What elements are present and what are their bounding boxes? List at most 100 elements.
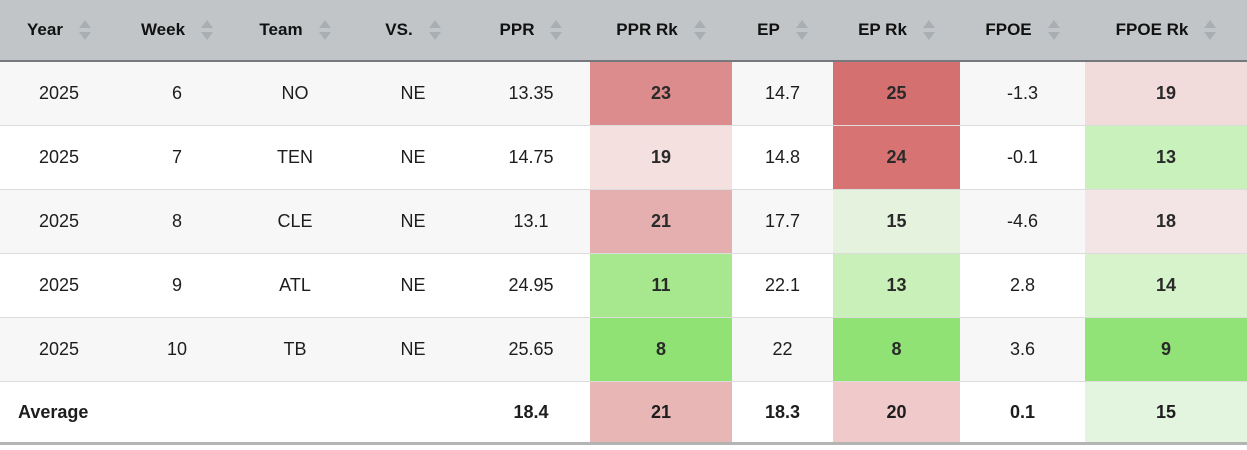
cell-avg-ep-rank: 20: [833, 381, 960, 445]
column-label: EP: [757, 20, 780, 39]
column-label: Year: [27, 20, 63, 39]
sort-desc-icon: [428, 32, 441, 40]
sort-arrows-icon: [201, 20, 214, 40]
sort-asc-icon: [693, 20, 706, 28]
cell-team: TB: [236, 317, 354, 382]
column-label: FPOE: [985, 20, 1032, 39]
cell-ep-rank: 24: [833, 125, 960, 190]
column-header-ppr[interactable]: PPR: [472, 0, 590, 62]
cell-fpoe-rank: 18: [1085, 189, 1247, 254]
sort-arrows-icon: [428, 20, 441, 40]
cell-vs: NE: [354, 253, 472, 318]
table-row: 2025 7 TEN NE 14.75 19 14.8 24 -0.1 13: [0, 125, 1247, 190]
cell-avg-ppr: 18.4: [472, 381, 590, 445]
cell-avg-ep: 18.3: [732, 381, 833, 445]
sort-desc-icon: [201, 32, 214, 40]
cell-ep-rank: 13: [833, 253, 960, 318]
cell-fpoe: 3.6: [960, 317, 1085, 382]
column-header-ppr-rk[interactable]: PPR Rk: [590, 0, 732, 62]
sort-arrows-icon: [318, 20, 331, 40]
cell-team: ATL: [236, 253, 354, 318]
cell-ppr: 14.75: [472, 125, 590, 190]
cell-fpoe-rank: 19: [1085, 61, 1247, 126]
sort-desc-icon: [550, 32, 563, 40]
cell-ep: 14.8: [732, 125, 833, 190]
sort-arrows-icon: [78, 20, 91, 40]
sort-arrows-icon: [693, 20, 706, 40]
column-header-vs[interactable]: VS.: [354, 0, 472, 62]
cell-fpoe-rank: 14: [1085, 253, 1247, 318]
sort-desc-icon: [1047, 32, 1060, 40]
sort-arrows-icon: [922, 20, 935, 40]
cell-team: CLE: [236, 189, 354, 254]
column-label: EP Rk: [858, 20, 907, 39]
cell-avg-ppr-rank: 21: [590, 381, 732, 445]
cell-avg-fpoe: 0.1: [960, 381, 1085, 445]
cell-week: 6: [118, 61, 236, 126]
cell-fpoe: -0.1: [960, 125, 1085, 190]
cell-ppr: 13.35: [472, 61, 590, 126]
column-header-fpoe[interactable]: FPOE: [960, 0, 1085, 62]
header-row: Year Week Team VS. PPR PPR Rk EP EP Rk F…: [0, 0, 1247, 62]
sort-desc-icon: [795, 32, 808, 40]
column-header-week[interactable]: Week: [118, 0, 236, 62]
sort-asc-icon: [1047, 20, 1060, 28]
table-header: Year Week Team VS. PPR PPR Rk EP EP Rk F…: [0, 0, 1247, 62]
cell-vs: NE: [354, 125, 472, 190]
column-label: PPR Rk: [616, 20, 678, 39]
sort-asc-icon: [78, 20, 91, 28]
column-label: FPOE Rk: [1115, 20, 1189, 39]
sort-asc-icon: [318, 20, 331, 28]
column-label: Week: [140, 20, 186, 39]
cell-vs: NE: [354, 317, 472, 382]
cell-fpoe: -1.3: [960, 61, 1085, 126]
column-header-year[interactable]: Year: [0, 0, 118, 62]
column-header-ep[interactable]: EP: [732, 0, 833, 62]
cell-ppr-rank: 8: [590, 317, 732, 382]
sort-asc-icon: [795, 20, 808, 28]
cell-fpoe-rank: 13: [1085, 125, 1247, 190]
sort-asc-icon: [550, 20, 563, 28]
sort-desc-icon: [318, 32, 331, 40]
cell-fpoe: -4.6: [960, 189, 1085, 254]
cell-vs: NE: [354, 189, 472, 254]
cell-year: 2025: [0, 61, 118, 126]
cell-week: 7: [118, 125, 236, 190]
cell-team: NO: [236, 61, 354, 126]
cell-year: 2025: [0, 189, 118, 254]
sort-asc-icon: [922, 20, 935, 28]
table-row: 2025 6 NO NE 13.35 23 14.7 25 -1.3 19: [0, 61, 1247, 126]
average-label: Average: [0, 381, 472, 445]
cell-ppr-rank: 23: [590, 61, 732, 126]
cell-fpoe: 2.8: [960, 253, 1085, 318]
cell-vs: NE: [354, 61, 472, 126]
sort-arrows-icon: [550, 20, 563, 40]
sort-asc-icon: [1204, 20, 1217, 28]
cell-ppr-rank: 11: [590, 253, 732, 318]
column-label: Team: [259, 20, 303, 39]
column-header-team[interactable]: Team: [236, 0, 354, 62]
table-row: 2025 9 ATL NE 24.95 11 22.1 13 2.8 14: [0, 253, 1247, 318]
cell-fpoe-rank: 9: [1085, 317, 1247, 382]
cell-ppr-rank: 19: [590, 125, 732, 190]
table-body: 2025 6 NO NE 13.35 23 14.7 25 -1.3 19 20…: [0, 61, 1247, 445]
sort-desc-icon: [78, 32, 91, 40]
column-header-ep-rk[interactable]: EP Rk: [833, 0, 960, 62]
sort-asc-icon: [428, 20, 441, 28]
sort-arrows-icon: [1047, 20, 1060, 40]
column-header-fpoe-rk[interactable]: FPOE Rk: [1085, 0, 1247, 62]
sort-arrows-icon: [1204, 20, 1217, 40]
sort-arrows-icon: [795, 20, 808, 40]
cell-year: 2025: [0, 125, 118, 190]
cell-avg-fpoe-rank: 15: [1085, 381, 1247, 445]
cell-ppr: 13.1: [472, 189, 590, 254]
cell-year: 2025: [0, 317, 118, 382]
column-label: VS.: [385, 20, 413, 39]
sort-desc-icon: [693, 32, 706, 40]
sort-desc-icon: [1204, 32, 1217, 40]
cell-ep: 22.1: [732, 253, 833, 318]
cell-ep: 22: [732, 317, 833, 382]
cell-ppr-rank: 21: [590, 189, 732, 254]
